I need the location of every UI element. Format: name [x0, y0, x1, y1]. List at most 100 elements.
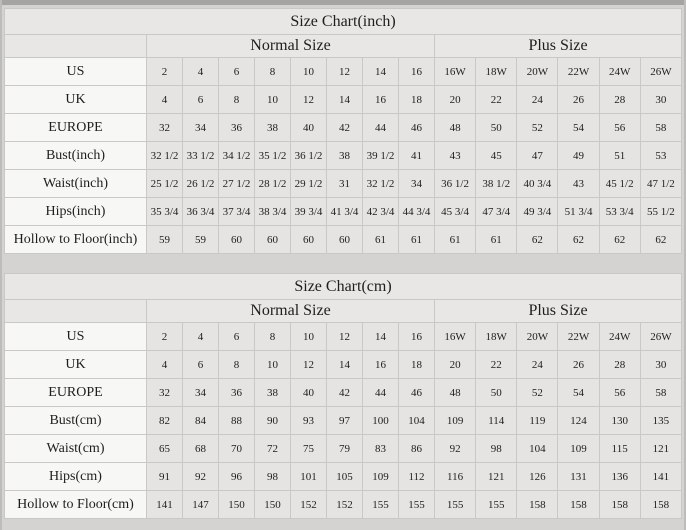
size-value-cell: 35 1/2: [254, 141, 291, 170]
size-value-cell: 32: [146, 378, 183, 407]
size-value-cell: 158: [598, 490, 641, 519]
size-value-cell: 16: [398, 57, 435, 86]
size-value-cell: 53: [639, 141, 683, 170]
size-value-cell: 68: [182, 434, 219, 463]
row-label: US: [4, 57, 147, 86]
size-value-cell: 26: [557, 350, 600, 379]
size-value-cell: 72: [254, 434, 291, 463]
size-value-cell: 58: [639, 113, 683, 142]
size-value-cell: 10: [290, 57, 327, 86]
size-value-cell: 104: [398, 406, 435, 435]
size-value-cell: 53 3/4: [598, 197, 641, 226]
size-value-cell: 70: [218, 434, 255, 463]
size-value-cell: 147: [182, 490, 219, 519]
size-value-cell: 62: [598, 225, 641, 254]
size-value-cell: 26: [557, 85, 600, 114]
size-value-cell: 109: [362, 462, 399, 491]
size-value-cell: 18: [398, 350, 435, 379]
size-value-cell: 36 1/2: [290, 141, 327, 170]
size-value-cell: 16W: [433, 322, 477, 351]
size-value-cell: 2: [146, 322, 183, 351]
size-value-cell: 36: [218, 113, 255, 142]
table-title: Size Chart(inch): [4, 8, 682, 35]
size-value-cell: 44: [362, 378, 399, 407]
size-value-cell: 55 1/2: [639, 197, 683, 226]
size-value-cell: 6: [218, 322, 255, 351]
size-value-cell: 50: [475, 113, 518, 142]
size-value-cell: 38: [326, 141, 363, 170]
size-value-cell: 14: [362, 57, 399, 86]
size-value-cell: 61: [362, 225, 399, 254]
table-row: EUROPE 32 34 36 38 40 42 44 46 48 50 52 54 56 58: [4, 378, 683, 407]
size-value-cell: 65: [146, 434, 183, 463]
size-value-cell: 61: [475, 225, 518, 254]
size-value-cell: 130: [598, 406, 641, 435]
size-value-cell: 4: [182, 57, 219, 86]
size-value-cell: 90: [254, 406, 291, 435]
size-value-cell: 39 3/4: [290, 197, 327, 226]
column-group-plus: Plus Size: [434, 299, 682, 323]
size-value-cell: 18W: [475, 57, 518, 86]
size-value-cell: 158: [639, 490, 683, 519]
size-value-cell: 101: [290, 462, 327, 491]
size-value-cell: 31: [326, 169, 363, 198]
size-value-cell: 52: [516, 378, 559, 407]
size-value-cell: 49: [557, 141, 600, 170]
size-value-cell: 104: [516, 434, 559, 463]
size-value-cell: 28: [598, 85, 641, 114]
table-row: Waist(cm) 65 68 70 72 75 79 83 86 92 98 104 109 115 12…: [4, 434, 683, 463]
size-value-cell: 32 1/2: [146, 141, 183, 170]
size-value-cell: 12: [326, 57, 363, 86]
size-value-cell: 24: [516, 85, 559, 114]
size-value-cell: 112: [398, 462, 435, 491]
size-value-cell: 51: [598, 141, 641, 170]
size-value-cell: 59: [146, 225, 183, 254]
size-value-cell: 38 1/2: [475, 169, 518, 198]
table-row: US 2 4 6 8 10 12 14 16 16W 18W 20W 22W 24W 26W: [4, 322, 683, 351]
size-value-cell: 43: [433, 141, 477, 170]
size-value-cell: 54: [557, 113, 600, 142]
size-value-cell: 34 1/2: [218, 141, 255, 170]
size-value-cell: 14: [362, 322, 399, 351]
size-value-cell: 75: [290, 434, 327, 463]
size-value-cell: 16: [398, 322, 435, 351]
size-value-cell: 12: [326, 322, 363, 351]
row-label: Bust(cm): [4, 406, 147, 435]
size-value-cell: 60: [254, 225, 291, 254]
size-value-cell: 152: [290, 490, 327, 519]
table-row: US 2 4 6 8 10 12 14 16 16W 18W 20W 22W 24W 26W: [4, 57, 683, 86]
size-value-cell: 43: [557, 169, 600, 198]
size-value-cell: 26W: [639, 57, 683, 86]
size-value-cell: 34: [398, 169, 435, 198]
size-value-cell: 6: [182, 85, 219, 114]
size-value-cell: 98: [475, 434, 518, 463]
row-label: Bust(inch): [4, 141, 147, 170]
size-value-cell: 155: [362, 490, 399, 519]
photo-top-edge: [0, 0, 686, 5]
table-row: EUROPE 32 34 36 38 40 42 44 46 48 50 52 54 56 58: [4, 113, 683, 142]
size-value-cell: 30: [639, 350, 683, 379]
row-label: UK: [4, 350, 147, 379]
size-value-cell: 28: [598, 350, 641, 379]
size-value-cell: 6: [182, 350, 219, 379]
row-label: Waist(inch): [4, 169, 147, 198]
size-value-cell: 44: [362, 113, 399, 142]
size-value-cell: 141: [146, 490, 183, 519]
size-value-cell: 109: [557, 434, 600, 463]
size-value-cell: 141: [639, 462, 683, 491]
size-value-cell: 38 3/4: [254, 197, 291, 226]
size-value-cell: 121: [639, 434, 683, 463]
size-value-cell: 56: [598, 113, 641, 142]
column-group-plus: Plus Size: [434, 34, 682, 58]
size-value-cell: 12: [290, 85, 327, 114]
corner-cell: [4, 299, 147, 323]
size-value-cell: 33 1/2: [182, 141, 219, 170]
size-value-cell: 35 3/4: [146, 197, 183, 226]
table-title: Size Chart(cm): [4, 273, 682, 300]
size-value-cell: 29 1/2: [290, 169, 327, 198]
size-value-cell: 92: [182, 462, 219, 491]
size-value-cell: 42: [326, 113, 363, 142]
size-value-cell: 34: [182, 113, 219, 142]
size-value-cell: 24: [516, 350, 559, 379]
